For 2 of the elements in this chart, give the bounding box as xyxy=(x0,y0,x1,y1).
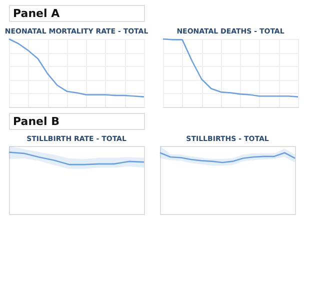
text: Panel B xyxy=(13,115,60,128)
text: Panel A xyxy=(13,7,60,20)
